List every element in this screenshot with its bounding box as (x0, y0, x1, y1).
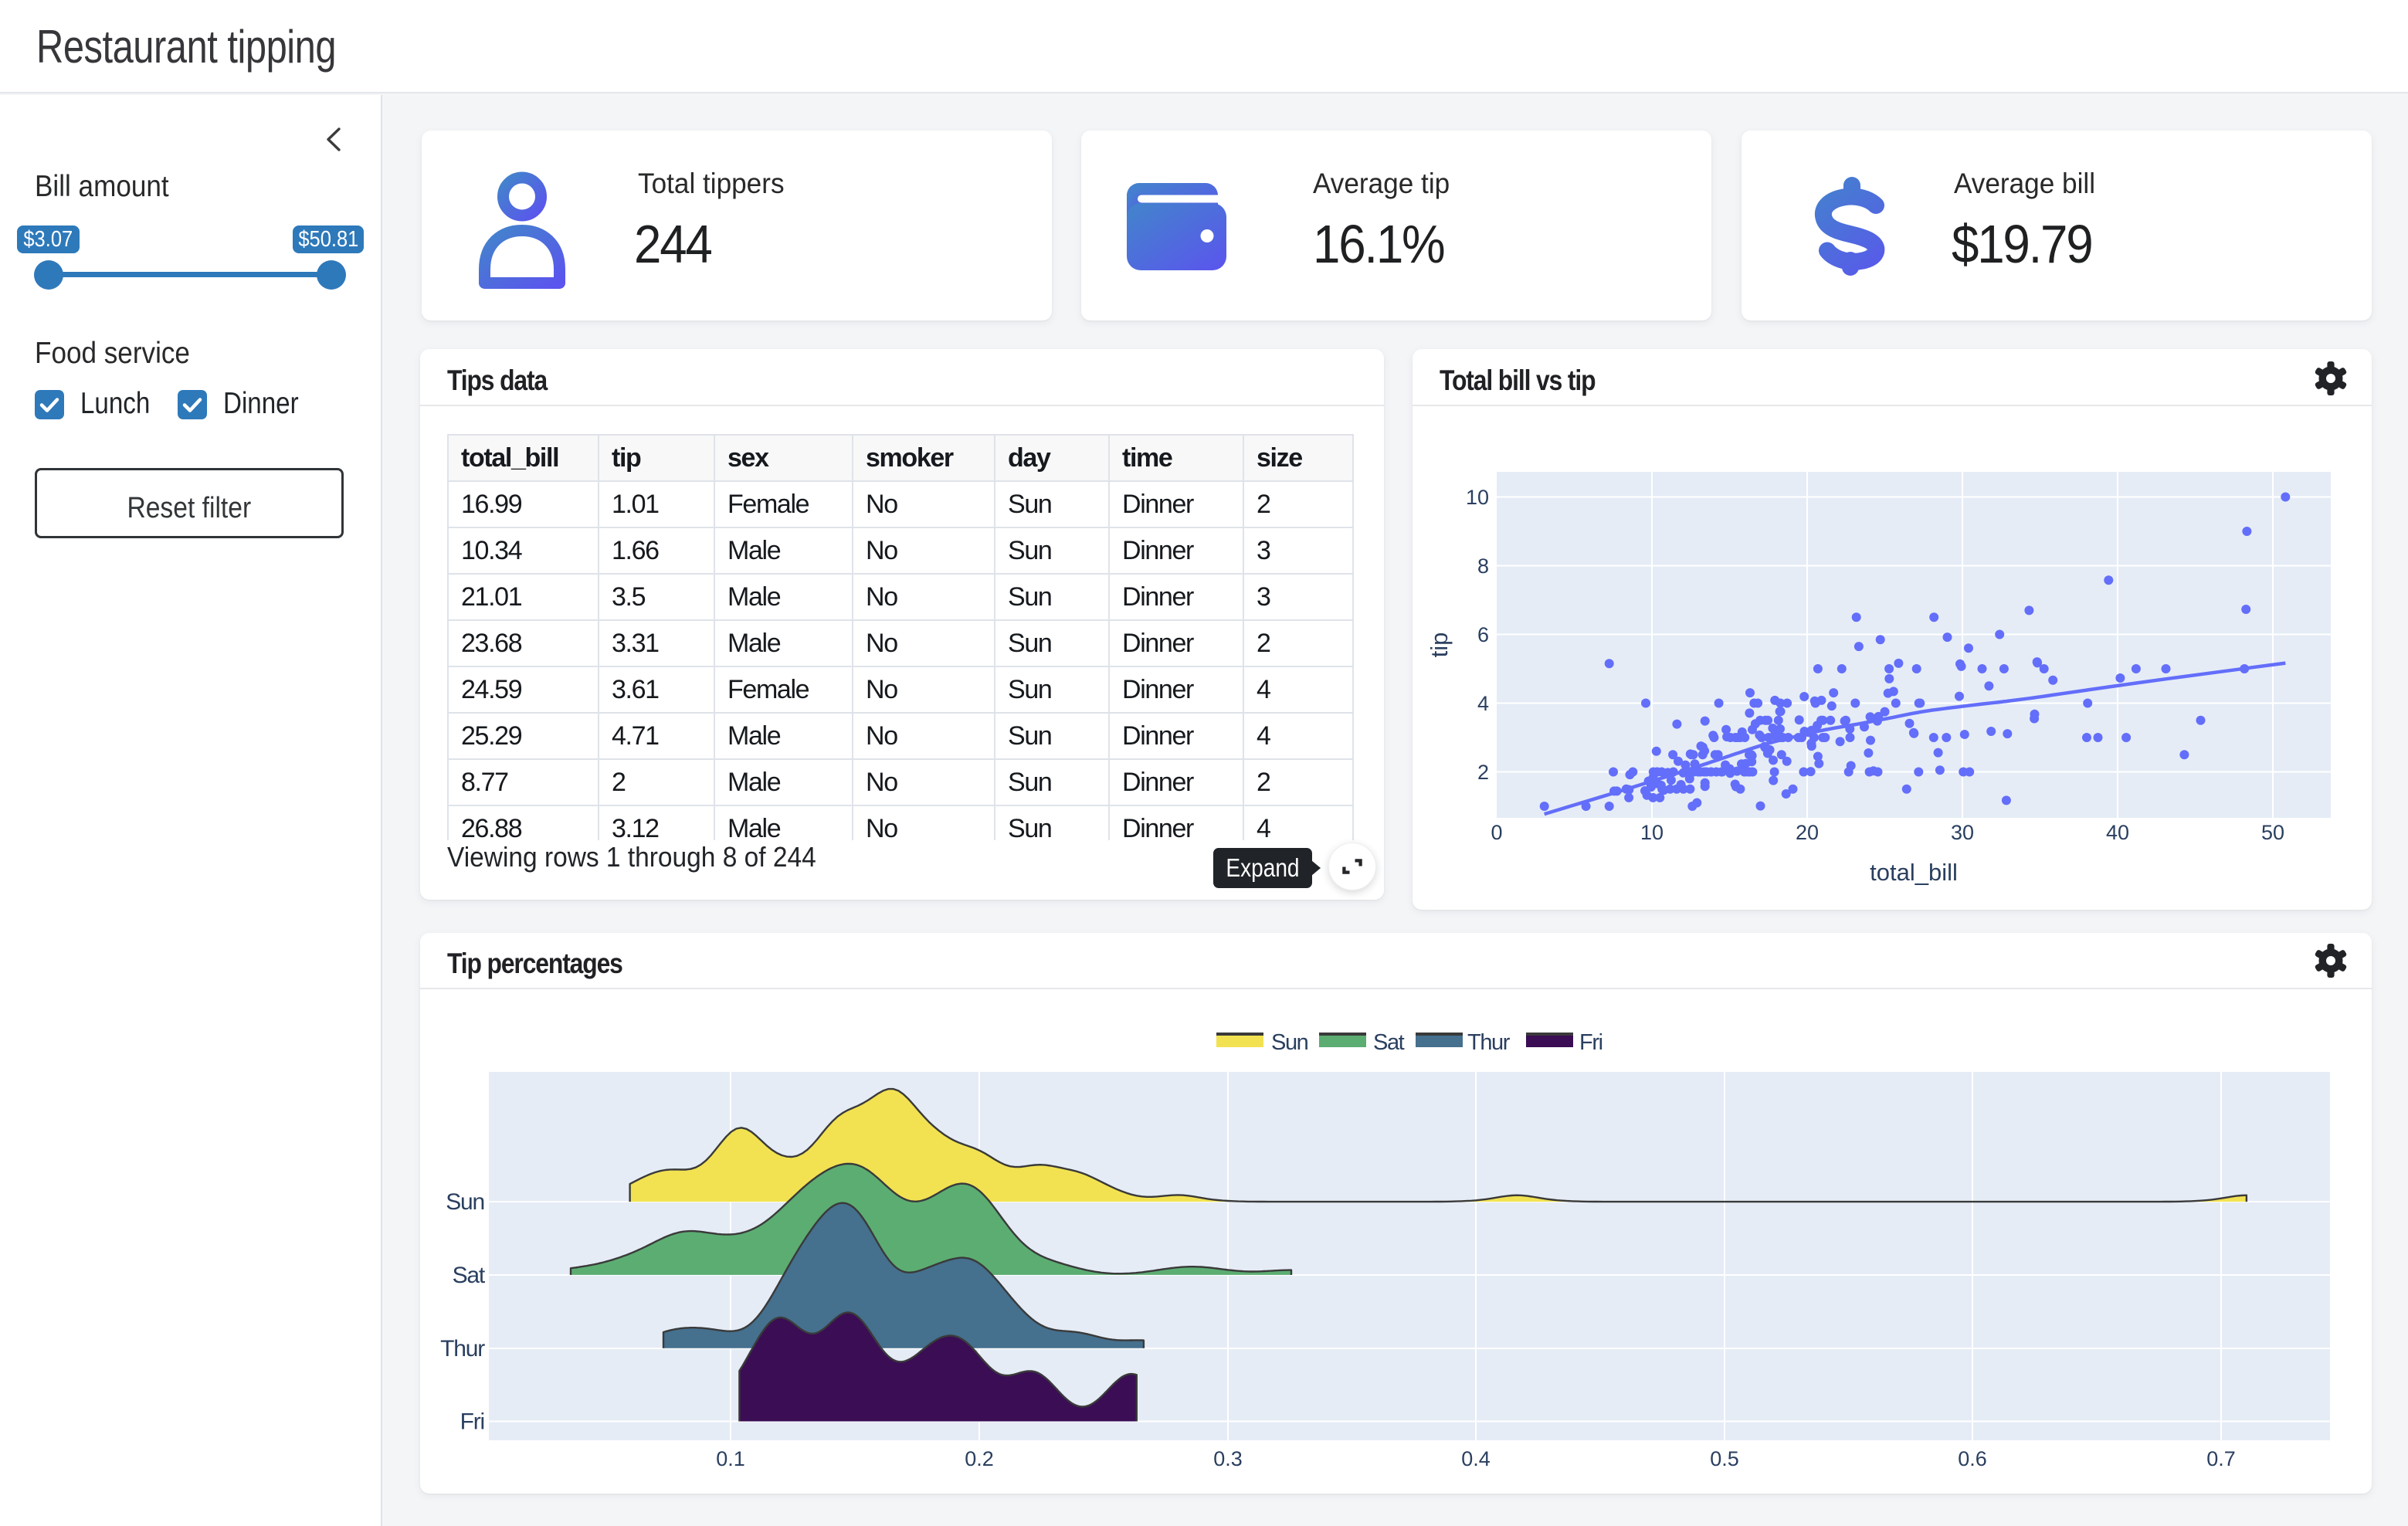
svg-text:0.6: 0.6 (1958, 1447, 1987, 1470)
svg-text:10: 10 (1466, 486, 1489, 509)
svg-text:0.4: 0.4 (1461, 1447, 1491, 1470)
svg-text:50: 50 (2261, 821, 2284, 844)
svg-text:6: 6 (1477, 623, 1489, 646)
svg-text:40: 40 (2106, 821, 2129, 844)
svg-text:0: 0 (1491, 821, 1502, 844)
svg-text:Fri: Fri (460, 1409, 484, 1435)
svg-text:Sun: Sun (446, 1189, 484, 1215)
svg-text:10: 10 (1640, 821, 1664, 844)
svg-text:30: 30 (1951, 821, 1974, 844)
svg-text:Fri: Fri (1579, 1030, 1603, 1055)
svg-text:tip: tip (1426, 632, 1453, 658)
svg-text:Thur: Thur (440, 1336, 485, 1362)
svg-text:0.5: 0.5 (1710, 1447, 1739, 1470)
svg-text:20: 20 (1796, 821, 1819, 844)
svg-text:0.1: 0.1 (716, 1447, 745, 1470)
svg-text:4: 4 (1477, 692, 1489, 715)
svg-text:2: 2 (1477, 761, 1489, 784)
svg-text:Sat: Sat (453, 1263, 486, 1288)
svg-text:Sun: Sun (1271, 1030, 1308, 1055)
svg-text:0.3: 0.3 (1213, 1447, 1243, 1470)
svg-text:0.2: 0.2 (965, 1447, 994, 1470)
svg-text:Thur: Thur (1467, 1030, 1511, 1055)
svg-text:0.7: 0.7 (2206, 1447, 2236, 1470)
svg-text:8: 8 (1477, 554, 1489, 578)
svg-text:total_bill: total_bill (1870, 859, 1958, 886)
svg-text:Sat: Sat (1373, 1030, 1405, 1055)
